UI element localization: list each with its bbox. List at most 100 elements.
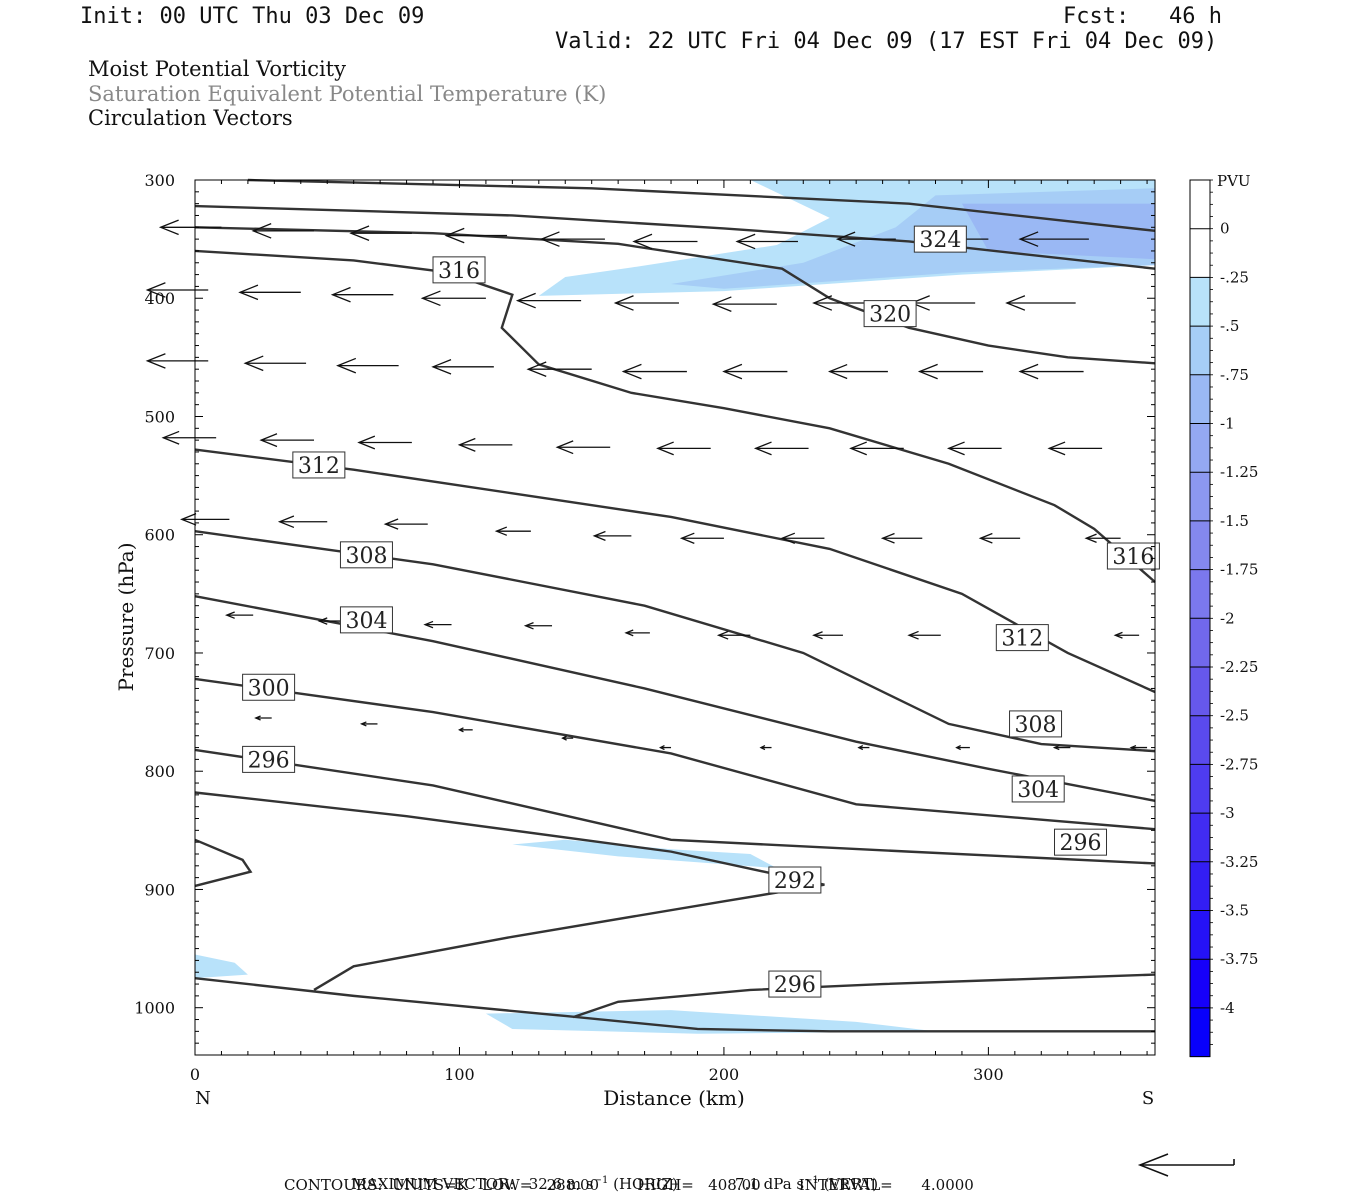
contour-label-box bbox=[1009, 710, 1063, 738]
contour-label-4: 312 bbox=[292, 451, 346, 479]
x-tick-label: 200 bbox=[709, 1065, 740, 1084]
pv-shading-layer bbox=[195, 180, 1155, 1034]
circulation-vector-67 bbox=[955, 744, 970, 751]
circulation-vector-49 bbox=[1084, 533, 1121, 544]
circulation-vector-35 bbox=[656, 441, 711, 456]
vector-head bbox=[145, 353, 166, 369]
y-axis-label: Pressure (hPa) bbox=[114, 543, 138, 692]
contour-label-text: 312 bbox=[298, 454, 340, 479]
contour-ground-17 bbox=[194, 976, 1155, 1033]
circulation-vector-56 bbox=[812, 631, 843, 640]
circulation-vector-65 bbox=[759, 744, 772, 751]
circulation-vector-41 bbox=[277, 515, 328, 529]
circulation-vector-39 bbox=[1047, 441, 1103, 456]
circulation-vector-2 bbox=[349, 225, 412, 242]
pv-shade-region-5 bbox=[485, 1010, 936, 1034]
contour-324-0 bbox=[247, 178, 1156, 233]
contour-label-5: 312 bbox=[995, 624, 1049, 652]
colorbar-level-label: -3.75 bbox=[1220, 950, 1258, 968]
colorbar-swatch-2 bbox=[1190, 277, 1210, 327]
contour-304-9 bbox=[194, 595, 1156, 802]
x-axis-label: Distance (km) bbox=[603, 1086, 745, 1110]
valid-time: Valid: 22 UTC Fri 04 Dec 09 (17 EST Fri … bbox=[555, 29, 1218, 54]
colorbar: 0 -.25 -.5 -.75 -1 -1.25 -1.5 -1.75 -2 -2.25 -2.5 -… bbox=[1189, 179, 1258, 1058]
vector-head bbox=[1005, 295, 1026, 311]
circulation-vector-25 bbox=[621, 363, 687, 380]
vector-head bbox=[539, 231, 560, 247]
contour-292-14 bbox=[194, 791, 825, 991]
contour-label-text: 304 bbox=[345, 609, 387, 634]
vector-head bbox=[555, 440, 574, 455]
vector-head bbox=[420, 290, 441, 307]
contour-label-box bbox=[913, 225, 967, 253]
contour-layer bbox=[194, 178, 1156, 1033]
field-shaded-title: Moist Potential Vorticity bbox=[88, 57, 346, 81]
contour-label-13: 292 bbox=[768, 866, 822, 894]
colorbar-swatch-12 bbox=[1190, 764, 1210, 814]
colorbar-swatch-5 bbox=[1190, 423, 1210, 473]
circulation-vector-33 bbox=[457, 437, 513, 452]
contour-label-3: 316 bbox=[1106, 542, 1160, 570]
circulation-vector-10 bbox=[145, 282, 209, 298]
circulation-vector-22 bbox=[336, 357, 399, 374]
vector-head bbox=[238, 284, 259, 301]
colorbar-level-label: -3.25 bbox=[1220, 853, 1258, 871]
colorbar-swatch-9 bbox=[1190, 618, 1210, 668]
contour-296-12 bbox=[194, 748, 1156, 865]
vector-head bbox=[880, 532, 895, 544]
colorbar-swatch-0 bbox=[1190, 180, 1210, 230]
circulation-vector-34 bbox=[555, 440, 611, 455]
circulation-vector-15 bbox=[613, 295, 679, 311]
vector-head bbox=[656, 441, 674, 456]
contour-300-11 bbox=[194, 677, 1156, 831]
contour-label-box bbox=[1011, 775, 1065, 803]
vector-head bbox=[224, 611, 235, 619]
colorbar-level-label: -.5 bbox=[1220, 317, 1239, 335]
contour-label-text: 316 bbox=[1112, 545, 1154, 570]
circulation-vector-18 bbox=[909, 295, 976, 311]
circulation-vector-0 bbox=[158, 219, 222, 236]
vector-head bbox=[759, 744, 766, 751]
circulation-vector-53 bbox=[523, 621, 553, 630]
vector-head bbox=[849, 441, 867, 456]
contour-label-box bbox=[339, 541, 393, 569]
contour-label-box bbox=[292, 451, 346, 479]
circulation-vector-30 bbox=[161, 430, 217, 445]
x-tick-label: 300 bbox=[973, 1065, 1004, 1084]
vector-head bbox=[526, 361, 547, 377]
y-tick-label: 300 bbox=[144, 171, 175, 190]
colorbar-swatch-14 bbox=[1190, 861, 1210, 911]
vector-head bbox=[716, 630, 729, 640]
colorbar-swatch-13 bbox=[1190, 813, 1210, 863]
vector-head bbox=[357, 435, 376, 450]
circulation-vector-40 bbox=[180, 513, 230, 526]
colorbar-level-label: -3.5 bbox=[1220, 902, 1249, 920]
y-tick-label: 1000 bbox=[134, 999, 175, 1018]
vector-head bbox=[632, 233, 653, 250]
vector-head bbox=[161, 430, 180, 445]
x-end-right-label: S bbox=[1142, 1088, 1154, 1109]
vector-head bbox=[1113, 631, 1123, 639]
colorbar-level-label: -1.5 bbox=[1220, 512, 1249, 530]
horiz-unit: (HORIZ) bbox=[613, 1175, 678, 1193]
cross-section-chart: 324 320 316 316 312 312 308 308 304 304 300 296 296 2… bbox=[114, 171, 1258, 1110]
contour-label-1: 320 bbox=[863, 300, 917, 328]
circulation-vector-52 bbox=[423, 620, 452, 629]
vector-head bbox=[753, 441, 772, 456]
circulation-vector-42 bbox=[383, 518, 428, 530]
pv-shade-region-4 bbox=[195, 954, 248, 979]
contour-label-box bbox=[1054, 828, 1108, 856]
contour-info: CONTOURS: UNITS=K LOW= 288.00 HIGH= 408.… bbox=[284, 1176, 974, 1194]
vector-head bbox=[1018, 363, 1039, 380]
contour-label-text: 296 bbox=[248, 748, 290, 773]
colorbar-swatch-10 bbox=[1190, 667, 1210, 717]
circulation-vector-23 bbox=[431, 359, 494, 375]
contour-label-text: 312 bbox=[1001, 627, 1043, 652]
contour-label-box bbox=[768, 970, 822, 998]
y-tick-label: 600 bbox=[144, 526, 175, 545]
contour-label-text: 300 bbox=[248, 676, 290, 701]
circulation-vector-45 bbox=[679, 532, 724, 544]
colorbar-level-label: -.25 bbox=[1220, 268, 1249, 286]
vector-head bbox=[613, 295, 634, 311]
vector-head bbox=[907, 630, 919, 640]
